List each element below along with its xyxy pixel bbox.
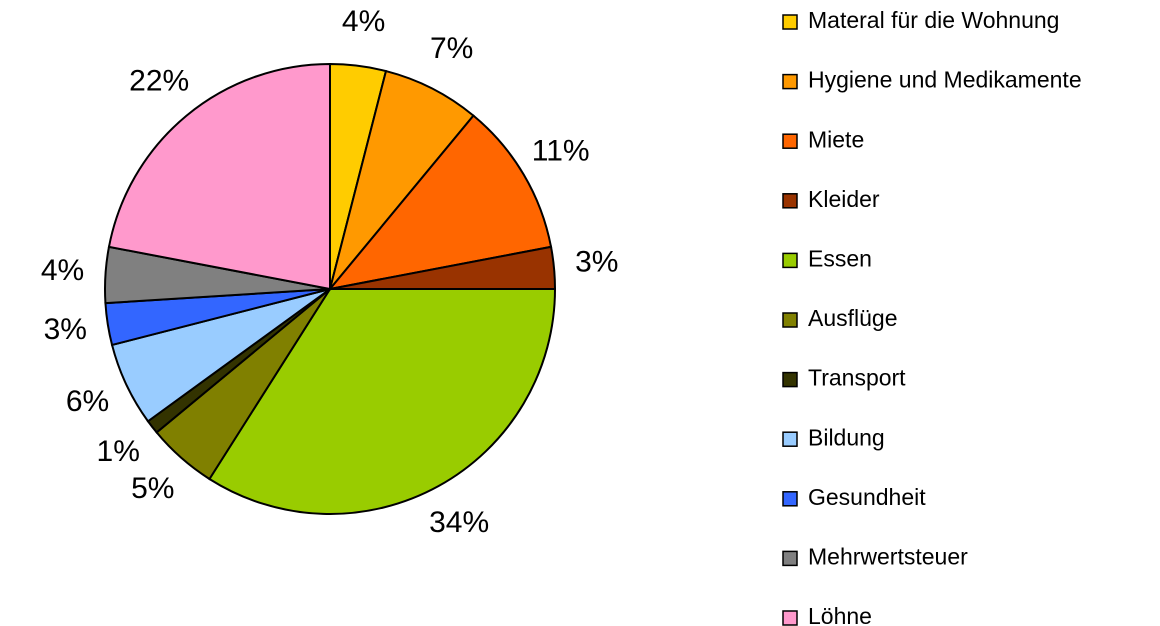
data-label: 5%: [131, 472, 174, 505]
legend-label: Kleider: [808, 186, 880, 212]
legend-swatch: [782, 550, 798, 567]
pie-slice: [327, 114, 553, 291]
data-label: 7%: [430, 32, 473, 65]
legend-swatch: [782, 193, 798, 209]
legend-label: Mehrwertsteuer: [808, 543, 968, 569]
data-label: 4%: [342, 5, 385, 38]
pie-slice: [208, 288, 557, 515]
data-label: 3%: [44, 313, 87, 346]
data-label: 4%: [41, 254, 84, 287]
legend-swatch: [782, 491, 798, 507]
legend-label: Löhne: [808, 603, 872, 626]
legend-swatch: [782, 312, 798, 328]
data-label: 1%: [97, 435, 140, 468]
data-label: 34%: [429, 506, 489, 539]
legend-swatch: [782, 14, 798, 30]
legend-label: Gesundheit: [808, 484, 926, 510]
legend-swatch: [782, 371, 798, 388]
legend-label: Ausflüge: [808, 305, 898, 331]
legend-label: Materal für die Wohnung: [808, 7, 1059, 33]
data-label: 22%: [129, 64, 189, 97]
data-label: 6%: [66, 385, 109, 418]
legend-label: Essen: [808, 245, 872, 271]
legend-swatch: [782, 73, 798, 90]
legend-swatch: [782, 252, 798, 269]
legend-label: Transport: [808, 365, 906, 391]
legend-label: Hygiene und Medikamente: [808, 67, 1082, 93]
legend-label: Miete: [808, 126, 864, 152]
legend-swatch: [782, 610, 798, 626]
data-label: 3%: [575, 246, 618, 279]
legend-label: Bildung: [808, 424, 885, 450]
legend-swatch: [782, 133, 798, 149]
legend-swatch: [782, 431, 798, 447]
pie-slice: [107, 62, 331, 291]
data-label: 11%: [532, 134, 590, 167]
